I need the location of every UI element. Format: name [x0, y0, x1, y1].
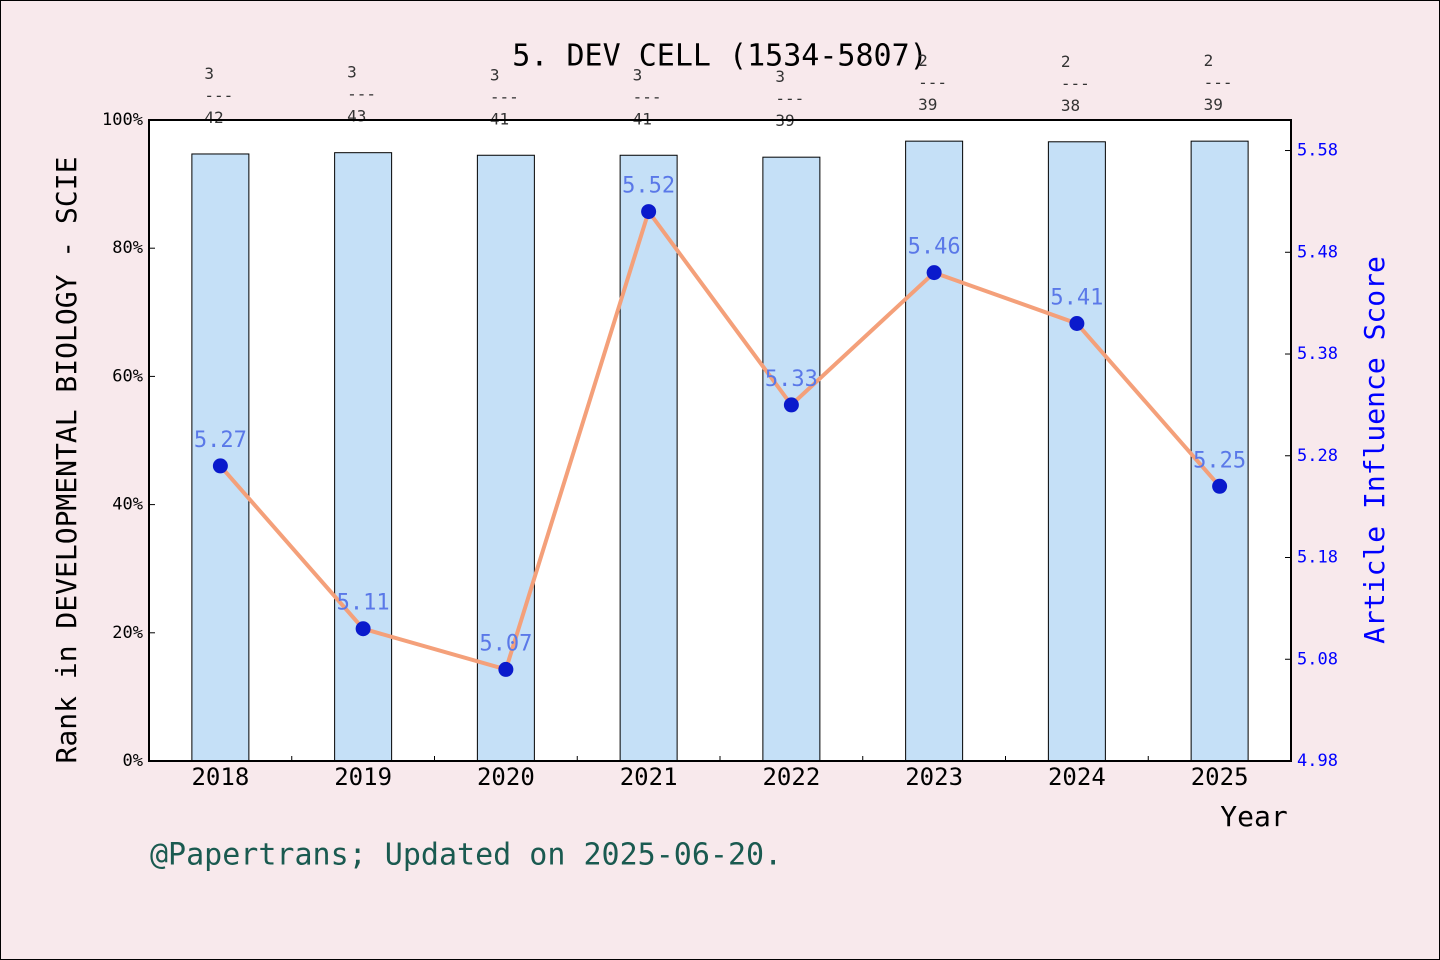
- y2-axis-label: Article Influence Score: [1358, 256, 1391, 644]
- value-label: 5.41: [1050, 285, 1103, 310]
- bar: [619, 154, 678, 762]
- bar: [1047, 141, 1106, 762]
- x-tick-label: 2020: [477, 763, 535, 791]
- value-label: 5.11: [337, 591, 390, 616]
- y2-tick-label: 5.48: [1297, 242, 1338, 262]
- y-tick-label: 0%: [123, 751, 143, 771]
- value-label: 5.07: [479, 631, 532, 656]
- bar: [191, 153, 250, 762]
- bar-label: 3 ---41: [633, 65, 662, 128]
- bar: [334, 152, 393, 762]
- y2-tick-label: 5.38: [1297, 344, 1338, 364]
- bar: [905, 140, 964, 762]
- chart-title: 5. DEV CELL (1534-5807): [512, 39, 927, 74]
- bar-label: 2 ---38: [1061, 51, 1090, 114]
- y-tick-label: 100%: [102, 110, 143, 130]
- value-label: 5.46: [908, 235, 961, 260]
- y-tick-label: 20%: [112, 623, 143, 643]
- y-tick-label: 60%: [112, 366, 143, 386]
- bar: [762, 156, 821, 762]
- marker: [641, 204, 657, 220]
- x-tick-label: 2018: [191, 763, 249, 791]
- y-tick-label: 80%: [112, 238, 143, 258]
- x-axis-label: Year: [1220, 800, 1287, 833]
- bar-label: 2 ---39: [1204, 51, 1233, 114]
- marker: [355, 621, 371, 637]
- x-tick-label: 2019: [334, 763, 392, 791]
- value-label: 5.25: [1193, 448, 1246, 473]
- marker: [1212, 478, 1228, 494]
- marker: [926, 265, 942, 281]
- y-axis-label: Rank in DEVELOPMENTAL BIOLOGY - SCIE: [50, 157, 83, 764]
- x-tick-label: 2021: [620, 763, 678, 791]
- plot-area: [149, 120, 1291, 761]
- y2-tick-label: 5.28: [1297, 446, 1338, 466]
- plot-frame: [148, 119, 1292, 762]
- bar-label: 2 ---39: [918, 51, 947, 114]
- value-label: 5.27: [194, 428, 247, 453]
- marker: [212, 458, 228, 474]
- x-tick-label: 2025: [1191, 763, 1249, 791]
- value-label: 5.33: [765, 367, 818, 392]
- marker: [1069, 315, 1085, 331]
- bar-label: 3 ---41: [490, 65, 519, 128]
- marker: [783, 397, 799, 413]
- x-tick-label: 2022: [762, 763, 820, 791]
- bar: [476, 154, 535, 762]
- value-label: 5.52: [622, 174, 675, 199]
- y2-tick-label: 5.18: [1297, 548, 1338, 568]
- bar: [1190, 140, 1249, 762]
- y-tick-label: 40%: [112, 495, 143, 515]
- x-tick-label: 2024: [1048, 763, 1106, 791]
- y2-tick-label: 5.58: [1297, 141, 1338, 161]
- footer: @Papertrans; Updated on 2025-06-20.: [150, 838, 782, 873]
- line: [218, 207, 1222, 672]
- y2-tick-label: 5.08: [1297, 649, 1338, 669]
- bar-label: 3 ---42: [204, 63, 233, 126]
- y2-tick-label: 4.98: [1297, 751, 1338, 771]
- marker: [498, 661, 514, 677]
- x-tick-label: 2023: [905, 763, 963, 791]
